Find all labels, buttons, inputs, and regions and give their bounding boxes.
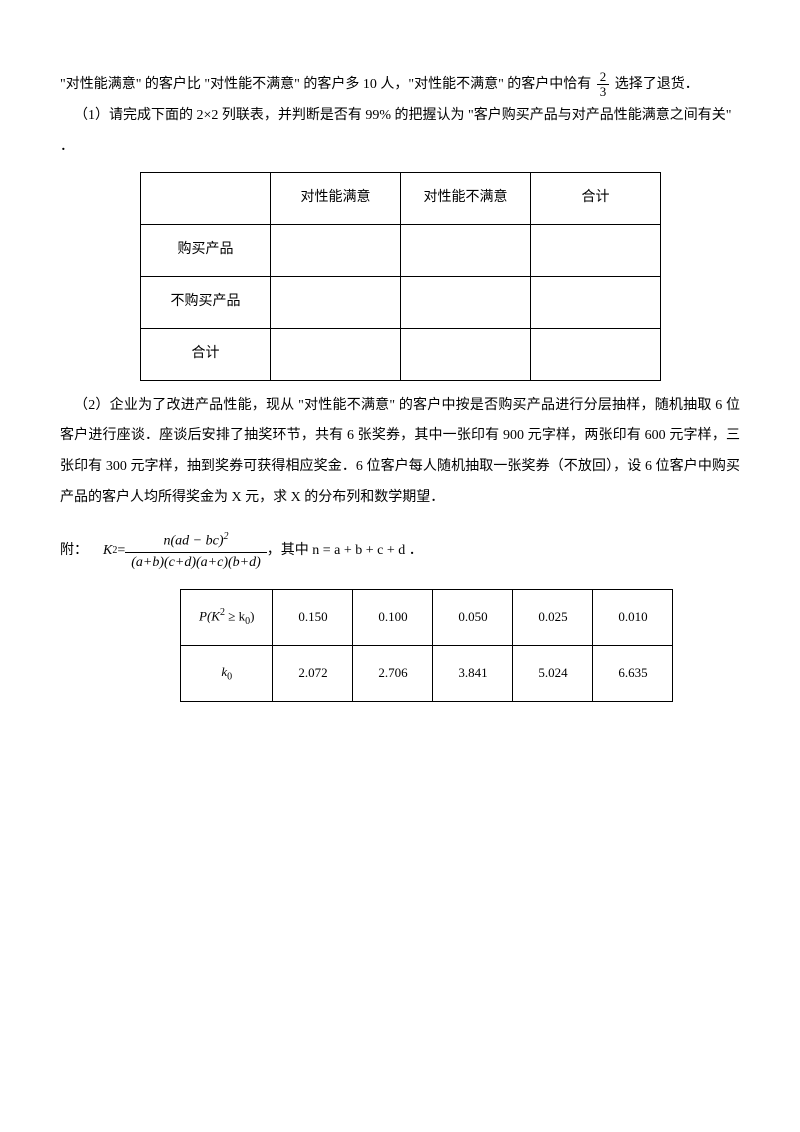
k-symbol: K	[103, 536, 112, 567]
header-p: P(K2 ≥ k0)	[181, 590, 273, 646]
p-value: 0.150	[273, 590, 353, 646]
table-row: 购买产品	[141, 225, 661, 277]
cell-empty	[271, 328, 401, 380]
cell-empty	[401, 277, 531, 329]
header-unsatisfied: 对性能不满意	[401, 173, 531, 225]
formula-denominator: (a+b)(c+d)(a+c)(b+d)	[125, 553, 267, 574]
q2-text: （2）企业为了改进产品性能，现从 "对性能不满意" 的客户中按是否购买产品进行分…	[60, 398, 740, 505]
header-total: 合计	[531, 173, 661, 225]
header-k0: k0	[181, 645, 273, 701]
critical-values-table: P(K2 ≥ k0) 0.150 0.100 0.050 0.025 0.010…	[180, 589, 673, 702]
p-value: 0.025	[513, 590, 593, 646]
contingency-table: 对性能满意 对性能不满意 合计 购买产品 不购买产品 合计	[140, 172, 661, 380]
k-value: 2.706	[353, 645, 433, 701]
intro-text-b: 选择了退货．	[615, 77, 699, 92]
table-row: 合计	[141, 328, 661, 380]
cell-empty	[401, 328, 531, 380]
formula-where: ，其中 n = a + b + c + d ．	[267, 536, 423, 567]
k-value: 5.024	[513, 645, 593, 701]
row-buy: 购买产品	[141, 225, 271, 277]
cell-empty	[271, 225, 401, 277]
k-value: 6.635	[593, 645, 673, 701]
header-satisfied: 对性能满意	[271, 173, 401, 225]
p-value: 0.010	[593, 590, 673, 646]
table-row: P(K2 ≥ k0) 0.150 0.100 0.050 0.025 0.010	[181, 590, 673, 646]
cell-empty	[531, 328, 661, 380]
table-row: k0 2.072 2.706 3.841 5.024 6.635	[181, 645, 673, 701]
k-value: 3.841	[433, 645, 513, 701]
row-total: 合计	[141, 328, 271, 380]
table-row: 不购买产品	[141, 277, 661, 329]
frac-den: 3	[597, 85, 610, 99]
p-value: 0.100	[353, 590, 433, 646]
frac-num: 2	[597, 70, 610, 85]
table-row: 对性能满意 对性能不满意 合计	[141, 173, 661, 225]
cell-empty	[531, 225, 661, 277]
chi-square-fraction: n(ad − bc)2 (a+b)(c+d)(a+c)(b+d)	[125, 529, 267, 574]
equals: =	[117, 536, 125, 567]
question-1: （1）请完成下面的 2×2 列联表，并判断是否有 99% 的把握认为 "客户购买…	[60, 101, 740, 132]
formula-numerator: n(ad − bc)2	[125, 529, 267, 553]
formula-block: 附： K2 = n(ad − bc)2 (a+b)(c+d)(a+c)(b+d)…	[60, 529, 740, 574]
k-value: 2.072	[273, 645, 353, 701]
q1-text: （1）请完成下面的 2×2 列联表，并判断是否有 99% 的把握认为 "客户购买…	[74, 108, 732, 123]
intro-text-a: "对性能满意" 的客户比 "对性能不满意" 的客户多 10 人，"对性能不满意"…	[60, 77, 591, 92]
intro-line1: "对性能满意" 的客户比 "对性能不满意" 的客户多 10 人，"对性能不满意"…	[60, 70, 740, 101]
p-value: 0.050	[433, 590, 513, 646]
row-notbuy: 不购买产品	[141, 277, 271, 329]
header-blank	[141, 173, 271, 225]
fraction-2-3: 2 3	[597, 70, 610, 100]
cell-empty	[401, 225, 531, 277]
formula-prefix: 附：	[60, 536, 88, 567]
question-1-dot: ．	[60, 132, 740, 163]
question-2: （2）企业为了改进产品性能，现从 "对性能不满意" 的客户中按是否购买产品进行分…	[60, 391, 740, 514]
cell-empty	[271, 277, 401, 329]
cell-empty	[531, 277, 661, 329]
